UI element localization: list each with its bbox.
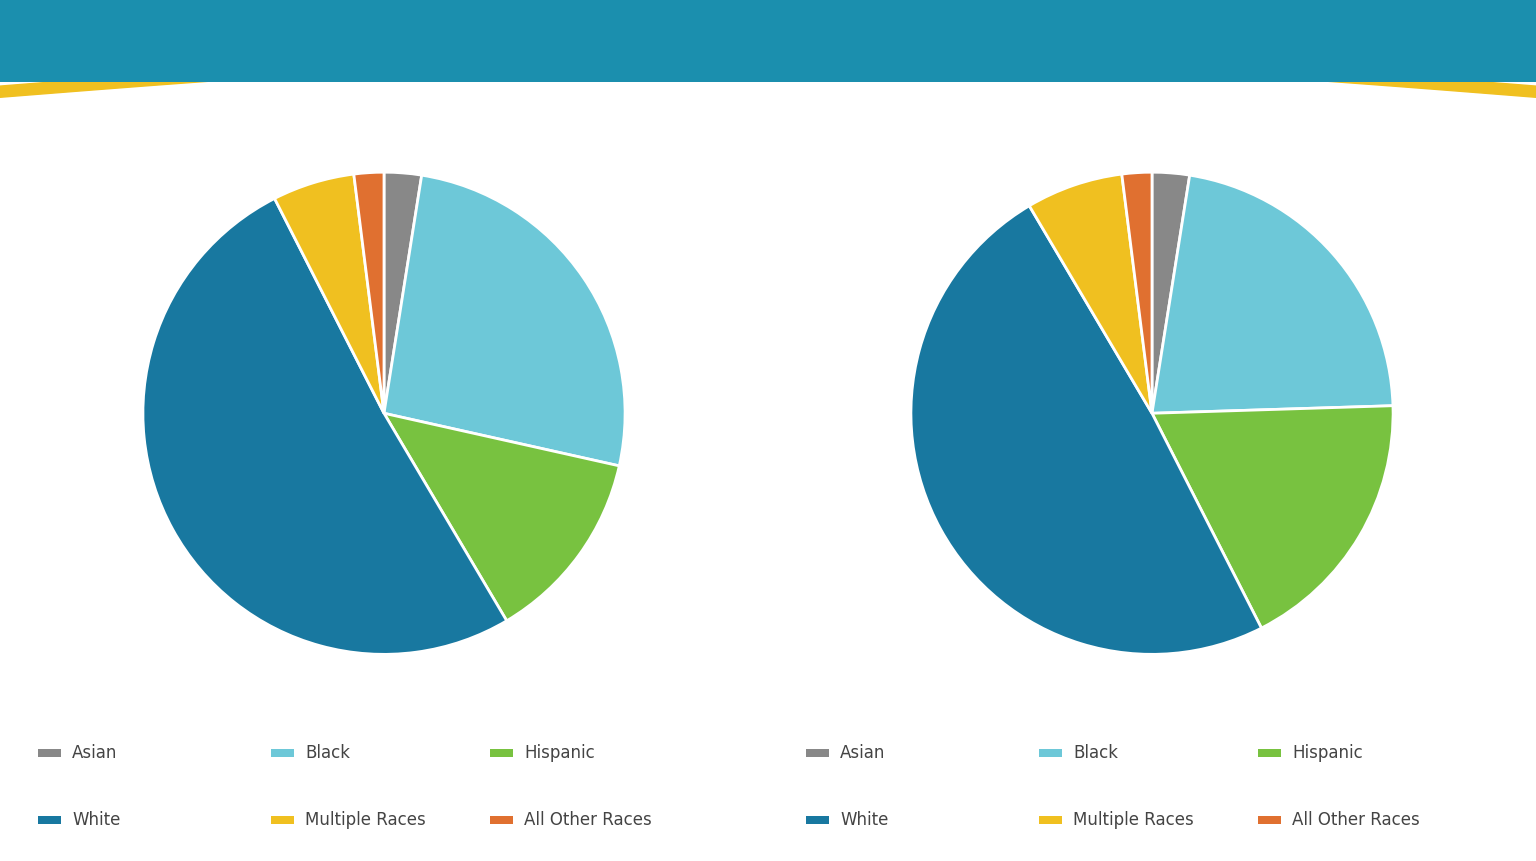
Bar [1038, 816, 1063, 824]
Bar [1258, 749, 1281, 757]
Wedge shape [1029, 174, 1152, 413]
Text: Multiple Races: Multiple Races [1074, 811, 1193, 829]
Text: All Other Races: All Other Races [524, 811, 651, 829]
Bar [806, 749, 829, 757]
Bar [270, 749, 295, 757]
Bar [38, 749, 61, 757]
Wedge shape [384, 413, 619, 621]
Text: White: White [840, 811, 888, 829]
Wedge shape [1152, 175, 1393, 413]
Text: Specialized Instructional: Specialized Instructional [1278, 23, 1471, 37]
Bar [490, 816, 513, 824]
Text: Multiple Races: Multiple Races [306, 811, 425, 829]
Text: Asian: Asian [72, 744, 117, 762]
Wedge shape [353, 172, 384, 413]
Wedge shape [143, 199, 507, 654]
Text: NORTH CAROLINA: NORTH CAROLINA [69, 23, 209, 37]
Wedge shape [1152, 172, 1190, 413]
Bar [270, 816, 295, 824]
Text: Healthy Schools: Healthy Schools [69, 40, 195, 54]
Bar [1038, 749, 1063, 757]
Bar [806, 816, 829, 824]
Wedge shape [384, 172, 422, 413]
Title: 2019 NC High School YRBS Participants: 2019 NC High School YRBS Participants [874, 53, 1430, 77]
Text: All Other Races: All Other Races [1292, 811, 1419, 829]
Wedge shape [911, 206, 1261, 654]
Bar [38, 816, 61, 824]
Wedge shape [384, 175, 625, 466]
Text: Hispanic: Hispanic [524, 744, 594, 762]
Text: White: White [72, 811, 120, 829]
Bar [490, 749, 513, 757]
Wedge shape [275, 174, 384, 413]
Text: Support: Support [1344, 40, 1405, 54]
Text: Asian: Asian [840, 744, 885, 762]
Title: 2019 NC Public Schools Students: 2019 NC Public Schools Students [151, 53, 617, 77]
Bar [1258, 816, 1281, 824]
Text: Hispanic: Hispanic [1292, 744, 1362, 762]
Bar [0, 0, 1536, 82]
Wedge shape [1152, 406, 1393, 628]
Wedge shape [1121, 172, 1152, 413]
Polygon shape [0, 47, 1536, 97]
Text: Black: Black [306, 744, 350, 762]
Text: Black: Black [1074, 744, 1118, 762]
